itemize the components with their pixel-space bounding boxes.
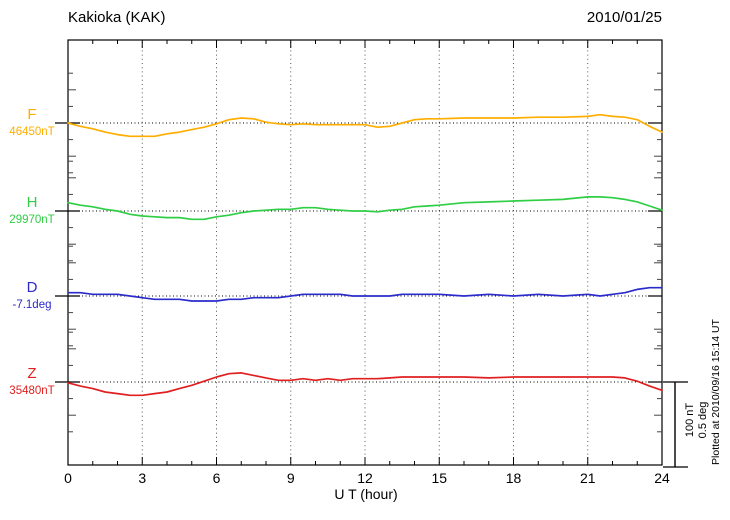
trace-basevalue-F: 46450nT: [9, 126, 55, 138]
scale-bar-label: 100 nT 0.5 deg: [684, 375, 710, 465]
x-tick-label-9: 9: [286, 470, 295, 486]
trace-H: [67, 196, 663, 221]
trace-Z: [67, 372, 663, 397]
x-tick-label-18: 18: [505, 470, 522, 486]
x-tick-label-0: 0: [64, 470, 72, 486]
date-label: 2010/01/25: [586, 9, 662, 26]
trace-basevalue-D: -7.1deg: [12, 299, 52, 311]
scale-bar-deg-label: 0.5 deg: [697, 401, 709, 439]
x-tick-label-6: 6: [212, 470, 221, 486]
trace-label-H: H: [26, 194, 38, 211]
x-tick-label-3: 3: [138, 470, 147, 486]
trace-label-Z: Z: [27, 365, 37, 382]
x-tick-label-21: 21: [579, 470, 596, 486]
trace-D: [67, 286, 663, 302]
x-tick-label-15: 15: [431, 470, 448, 486]
trace-F: [67, 113, 663, 138]
x-axis-label: U T (hour): [334, 486, 398, 502]
trace-label-F: F: [27, 106, 37, 123]
x-tick-label-12: 12: [357, 470, 373, 486]
page-title: Kakioka (KAK): [68, 9, 166, 26]
trace-basevalue-H: 29970nT: [9, 214, 55, 226]
x-tick-label-24: 24: [654, 470, 670, 486]
plotted-at-label: Plotted at 2010/09/16 15:14 UT: [710, 319, 722, 465]
trace-basevalue-Z: 35480nT: [9, 385, 55, 397]
scale-bar-nt-label: 100 nT: [684, 402, 696, 438]
trace-label-D: D: [26, 279, 38, 296]
